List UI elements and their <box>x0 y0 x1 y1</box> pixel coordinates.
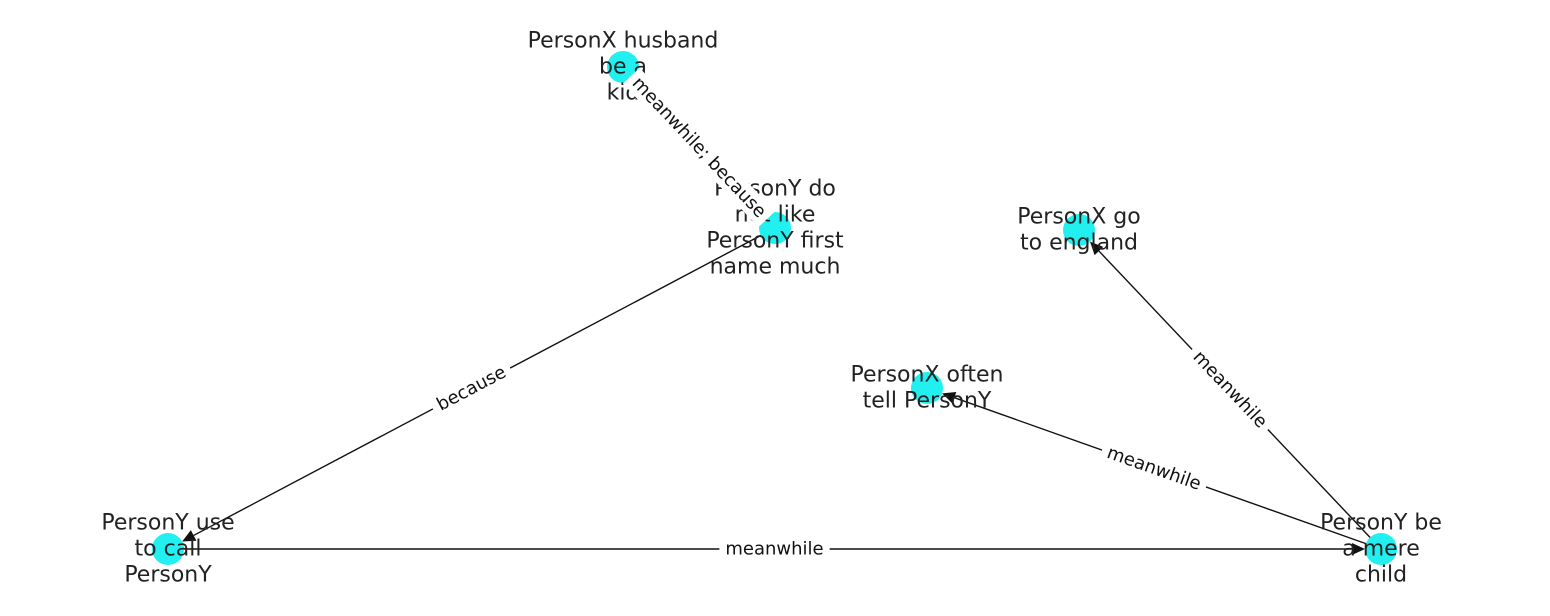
edge-label-background <box>622 67 776 228</box>
node-n5 <box>152 533 184 565</box>
node-label-line: to england <box>1020 231 1138 256</box>
edge-label-background <box>719 537 830 561</box>
arrow-head <box>942 392 957 404</box>
node-n1 <box>607 51 639 83</box>
edge-label-text: because <box>433 362 509 416</box>
node-label-line: PersonX husband <box>528 29 719 54</box>
edge-label-background <box>1098 439 1210 498</box>
node-label-line: PersonY first <box>706 229 844 254</box>
arrow-head <box>1352 543 1365 555</box>
edge-label-e4: meanwhile <box>1098 439 1210 498</box>
nodes-layer <box>152 51 1397 565</box>
node-label-line: PersonX go <box>1017 205 1140 230</box>
edge-label-e3: meanwhile <box>719 537 830 561</box>
edge-label-text: meanwhile <box>1189 347 1272 433</box>
node-n3 <box>1063 214 1095 246</box>
node-n6 <box>1365 533 1397 565</box>
node-n4 <box>911 372 943 404</box>
node-n2 <box>759 212 791 244</box>
node-label-n5: PersonY use to call PersonY <box>101 511 234 588</box>
node-label-line: PersonY be <box>1320 511 1442 536</box>
node-label-n1: PersonX husband be a kid <box>528 29 719 106</box>
edge-label-text: meanwhile <box>1104 442 1204 495</box>
node-label-line: child <box>1355 563 1407 588</box>
edge-label-e2: because <box>427 357 516 420</box>
node-label-line: tell PersonY <box>863 389 992 414</box>
edge-label-background <box>1183 341 1277 438</box>
node-label-n4: PersonX often tell PersonY <box>851 363 1004 414</box>
node-label-line: to call <box>135 537 202 562</box>
node-label-line: PersonX often <box>851 363 1004 388</box>
node-label-line: PersonY <box>124 563 212 588</box>
edge-label-text: meanwhile <box>725 539 823 560</box>
edge-labels-layer: meanwhile; because because meanwhile meanwh… <box>427 67 1277 561</box>
arrow-head <box>1089 241 1104 256</box>
node-label-n6: PersonY be a mere child <box>1320 511 1442 588</box>
node-label-n3: PersonX go to england <box>1017 205 1140 256</box>
edge-label-background <box>427 357 516 420</box>
edge-label-text: meanwhile; because <box>628 73 770 222</box>
edge-label-e1: meanwhile; because <box>622 67 776 228</box>
node-label-line: name much <box>710 255 841 280</box>
node-label-line: PersonY use <box>101 511 234 536</box>
edge-label-e5: meanwhile <box>1183 341 1277 438</box>
arrow-head <box>182 530 197 542</box>
node-label-line: a mere <box>1342 537 1420 562</box>
